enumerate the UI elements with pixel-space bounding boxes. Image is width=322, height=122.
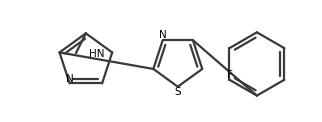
Text: HN: HN	[89, 49, 104, 59]
Text: N: N	[66, 74, 73, 83]
Text: N: N	[159, 30, 166, 40]
Text: S: S	[175, 87, 181, 97]
Text: F: F	[227, 70, 232, 80]
